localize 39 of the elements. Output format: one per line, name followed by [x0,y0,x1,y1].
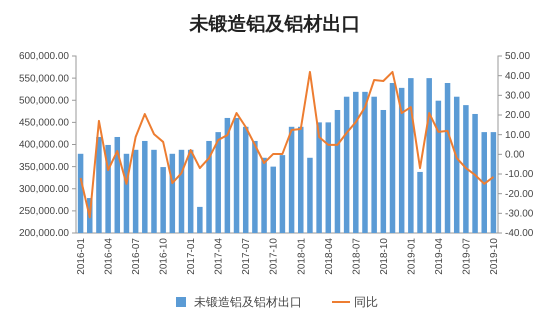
y-tick-label: 200,000.00 [18,228,70,240]
x-tick-label: 2018-04 [324,238,335,275]
line-series [80,70,494,218]
x-tick-label: 2019-07 [461,238,472,275]
x-tick-label: 2017-10 [268,238,280,275]
x-tick-label: 2018-01 [296,238,308,275]
y-tick-label: 500,000.00 [18,95,70,106]
x-tick-label: 2019-04 [434,238,445,275]
x-tick-label: 2019-01 [406,238,418,275]
y-tick-label: 250,000.00 [18,206,70,218]
legend-label: 未锻造铝及铝材出口 [194,295,302,309]
y2-tick-label: 30.00 [505,90,530,102]
y2-tick-label: 10.00 [505,130,530,141]
legend-label: 同比 [354,295,378,309]
y-tick-label: 400,000.00 [18,140,70,151]
y2-tick-label: 20.00 [505,110,530,122]
chart-title: 未锻造铝及铝材出口 [188,13,360,35]
y2-tick-label: 40.00 [505,70,530,82]
y2-tick-label: -10.00 [505,169,534,180]
x-tick-label: 2017-04 [214,238,225,275]
x-tick-label: 2019-10 [488,238,500,275]
x-tick-label: 2017-07 [241,238,252,275]
y2-tick-label: 50.00 [505,51,530,62]
x-tick-label: 2016-01 [76,238,88,275]
y-tick-label: 300,000.00 [18,184,70,195]
y2-tick-label: 0.00 [505,150,525,161]
y-tick-label: 600,000.00 [18,51,70,62]
x-tick-label: 2018-07 [351,238,362,275]
x-tick-label: 2016-10 [158,238,170,275]
x-tick-label: 2017-01 [186,238,198,275]
x-tick-label: 2016-07 [131,238,142,275]
y-tick-label: 550,000.00 [18,73,70,84]
x-tick-label: 2018-10 [378,238,390,275]
y2-tick-label: -30.00 [505,208,534,220]
y2-tick-label: -20.00 [505,188,534,200]
y-tick-label: 350,000.00 [18,162,70,173]
y2-tick-label: -40.00 [505,228,534,240]
x-tick-label: 2016-04 [104,238,115,275]
y-tick-label: 450,000.00 [18,118,70,129]
